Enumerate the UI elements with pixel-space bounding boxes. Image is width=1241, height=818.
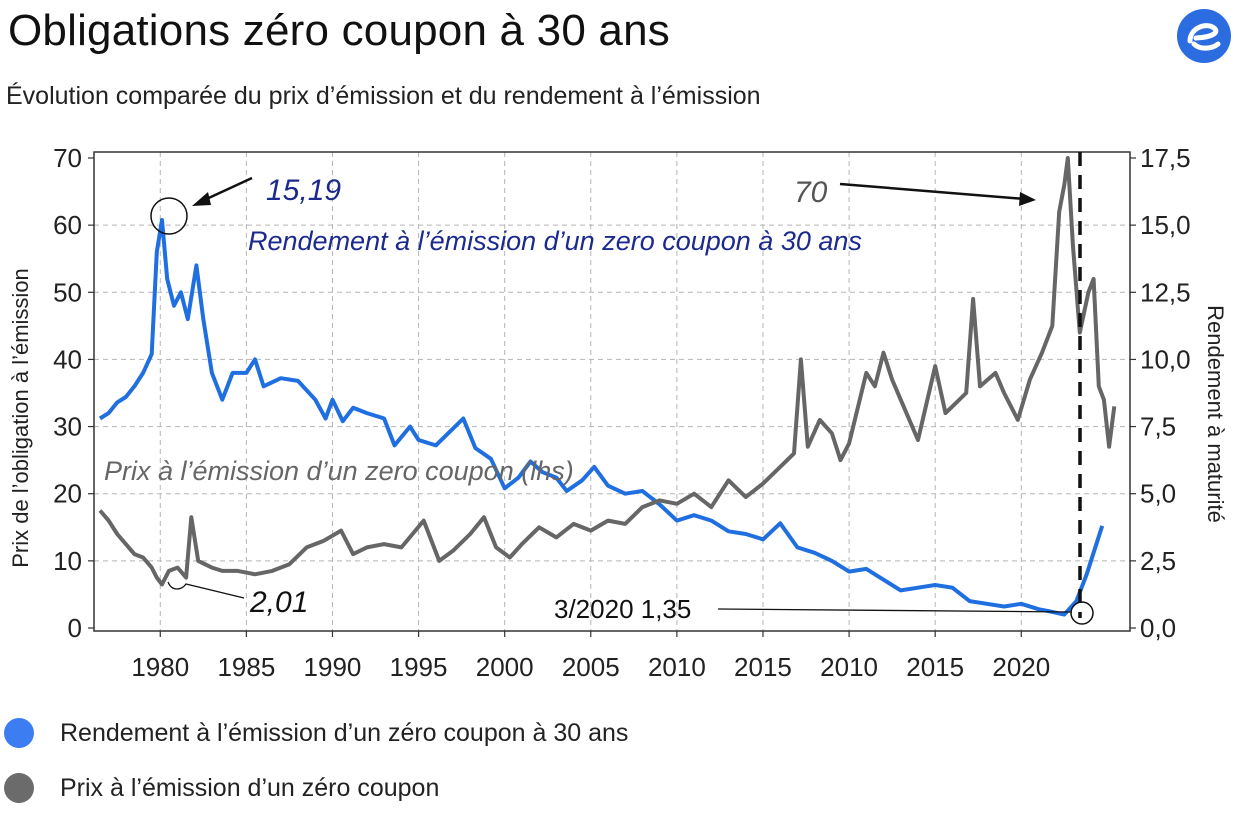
x-tick-label: 2015 [734,652,792,682]
left-tick-label: 60 [53,210,82,240]
x-tick-label: 2005 [562,652,620,682]
left-tick-label: 10 [53,546,82,576]
x-tick-label: 2020 [992,652,1050,682]
left-axis-ticks: 0 10 20 30 40 50 60 70 [53,143,94,643]
yield-series-line [98,218,1105,617]
right-tick-label: 17,5 [1140,143,1191,173]
left-tick-label: 30 [53,412,82,442]
x-tick-label: 1985 [217,652,275,682]
right-axis-ticks: 0,0 2,5 5,0 7,5 10,0 12,5 15,0 17,5 [1130,143,1191,643]
right-tick-label: 0,0 [1140,613,1176,643]
x-tick-label: 2010 [648,652,706,682]
annotation-price-low: 2,01 [249,586,308,619]
annotation-yield-peak: 15,19 [266,174,341,207]
right-tick-label: 7,5 [1140,412,1176,442]
price-peak-arrowhead [1019,192,1036,206]
left-tick-label: 40 [53,344,82,374]
page-title: Obligations zéro coupon à 30 ans [8,6,670,55]
x-tick-label: 2010 [820,652,878,682]
price-low-leader [167,581,245,599]
yield-peak-arrowhead [192,192,211,206]
left-tick-label: 20 [53,479,82,509]
right-tick-label: 2,5 [1140,546,1176,576]
covid-low-circle [1070,601,1094,625]
e-logo-icon [1177,9,1231,63]
right-tick-label: 15,0 [1140,210,1191,240]
series-layer [98,156,1117,617]
annotation-price-title: Prix à l’émission d’un zero coupon (lhs) [104,456,574,486]
legend-label-price: Prix à l’émission d’un zéro coupon [60,773,440,802]
yield-peak-circle [150,197,188,235]
right-tick-label: 5,0 [1140,479,1176,509]
plot-frame [93,151,1131,632]
left-tick-label: 50 [53,277,82,307]
chart-grid [94,152,1130,631]
right-tick-label: 12,5 [1140,277,1191,307]
annotation-yield-title: Rendement à l’émission d’un zero coupon … [248,226,862,256]
legend-item-price: Prix à l’émission d’un zéro coupon [4,768,904,808]
annotation-covid-low: 3/2020 1,35 [554,594,691,624]
left-tick-label: 0 [68,613,82,643]
page-subtitle: Évolution comparée du prix d’émission et… [6,82,761,110]
x-tick-label: 1995 [390,652,448,682]
x-tick-label: 2000 [476,652,534,682]
left-tick-label: 70 [53,143,82,173]
right-axis-label: Rendement à maturité [1203,305,1228,523]
left-axis-label: Prix de l’obligation à l’émission [8,268,33,568]
legend-dot-yield [4,718,34,748]
legend-item-yield: Rendement à l’émission d’un zéro coupon … [4,713,904,753]
price-series-line [98,156,1117,587]
x-tick-label: 1980 [131,652,189,682]
x-tick-label: 1990 [304,652,362,682]
legend-label-yield: Rendement à l’émission d’un zéro coupon … [60,718,629,747]
price-peak-arrow [839,182,1026,201]
right-tick-label: 10,0 [1140,344,1191,374]
covid-low-leader [717,608,1073,613]
x-tick-label: 2015 [906,652,964,682]
x-axis-ticks: 1980 1985 1990 1995 2000 2005 2010 2015 2010 2015… [131,631,1050,682]
annotation-price-peak: 70 [794,176,828,209]
legend-dot-price [4,773,34,803]
